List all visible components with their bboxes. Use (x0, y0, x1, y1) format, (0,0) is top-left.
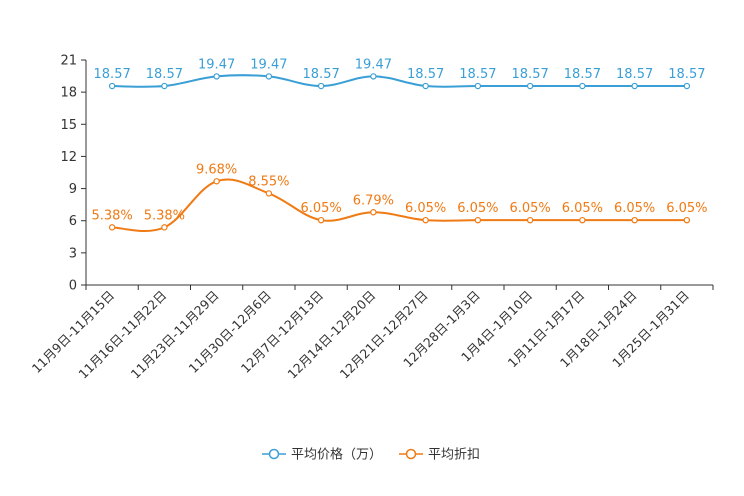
data-label: 18.57 (459, 67, 496, 82)
data-point[interactable] (108, 82, 116, 90)
data-point[interactable] (317, 82, 325, 90)
y-tick-label: 0 (69, 279, 77, 294)
series-line (112, 74, 687, 88)
data-point[interactable] (213, 178, 220, 185)
data-label: 6.05% (457, 201, 498, 216)
data-point[interactable] (631, 216, 638, 224)
data-point[interactable] (422, 82, 429, 90)
data-label: 18.57 (407, 67, 444, 82)
data-label: 6.79% (353, 193, 394, 208)
y-tick-label: 3 (69, 246, 77, 261)
y-tick-label: 21 (60, 54, 77, 69)
data-point[interactable] (370, 209, 377, 216)
series-avg-price: 18.57 18.57 19.47 19.47 18.57 19.47 18.57 18.57… (94, 57, 705, 90)
data-point[interactable] (526, 82, 534, 90)
legend-item-avg-price[interactable]: 平均价格（万） (262, 447, 382, 463)
data-label: 18.57 (94, 67, 131, 82)
data-point[interactable] (579, 216, 586, 224)
data-point[interactable] (579, 82, 586, 90)
data-point[interactable] (265, 73, 273, 80)
data-point[interactable] (474, 82, 482, 90)
data-label: 6.05% (509, 201, 550, 216)
data-point[interactable] (526, 216, 534, 224)
data-point[interactable] (317, 216, 325, 224)
data-point[interactable] (631, 82, 638, 90)
data-label: 18.57 (146, 67, 183, 82)
y-axis-ticks: 0 3 6 9 12 15 18 21 (60, 54, 86, 294)
y-tick-label: 18 (60, 86, 77, 101)
x-axis-ticks: 11月9日-11月15日11月16日-11月22日11月23日-11月29日11… (29, 285, 714, 382)
legend-label: 平均折扣 (428, 448, 480, 463)
data-point[interactable] (370, 73, 377, 80)
data-point[interactable] (265, 190, 273, 197)
y-tick-label: 12 (60, 150, 77, 165)
y-tick-label: 9 (69, 182, 77, 197)
data-point[interactable] (474, 216, 482, 224)
legend-item-avg-discount[interactable]: 平均折扣 (399, 448, 480, 463)
data-point[interactable] (683, 82, 691, 90)
data-point[interactable] (422, 216, 429, 224)
data-label: 19.47 (355, 57, 392, 72)
data-label: 19.47 (198, 57, 235, 72)
data-label: 18.57 (564, 67, 601, 82)
y-tick-label: 6 (69, 214, 77, 229)
data-label: 6.05% (562, 201, 603, 216)
data-label: 18.57 (668, 67, 705, 82)
data-label: 6.05% (405, 201, 446, 216)
data-point[interactable] (108, 224, 116, 231)
x-tick-label: 12月21日-12月27日 (337, 288, 431, 382)
data-label: 5.38% (144, 208, 185, 223)
legend-marker-icon (268, 448, 280, 460)
x-tick-label: 11月16日-11月22日 (75, 288, 169, 382)
data-label: 18.57 (512, 67, 549, 82)
data-label: 6.05% (300, 201, 341, 216)
data-label: 6.05% (614, 201, 655, 216)
data-label: 8.55% (248, 174, 289, 189)
legend-marker-icon (405, 448, 417, 460)
data-point[interactable] (161, 82, 168, 90)
axes (85, 60, 713, 286)
legend[interactable]: 平均价格（万） 平均折扣 (262, 447, 480, 463)
data-label: 9.68% (196, 162, 237, 177)
data-label: 6.05% (666, 201, 707, 216)
data-point[interactable] (161, 224, 168, 231)
x-tick-label: 11月23日-11月29日 (128, 288, 222, 382)
legend-label: 平均价格（万） (291, 447, 382, 463)
data-point[interactable] (213, 73, 220, 80)
series-line (112, 178, 687, 233)
x-tick-label: 12月14日-12月20日 (284, 288, 378, 382)
series-avg-discount: 5.38% 5.38% 9.68% 8.55% 6.05% 6.79% 6.05% 6.05%… (91, 162, 708, 233)
data-label: 18.57 (616, 67, 653, 82)
data-label: 19.47 (250, 57, 287, 72)
series-layer: 18.57 18.57 19.47 19.47 18.57 19.47 18.57 18.57… (91, 57, 708, 233)
data-point[interactable] (683, 216, 691, 224)
data-label: 18.57 (303, 67, 340, 82)
y-tick-label: 15 (60, 118, 77, 133)
data-label: 5.38% (91, 208, 132, 223)
